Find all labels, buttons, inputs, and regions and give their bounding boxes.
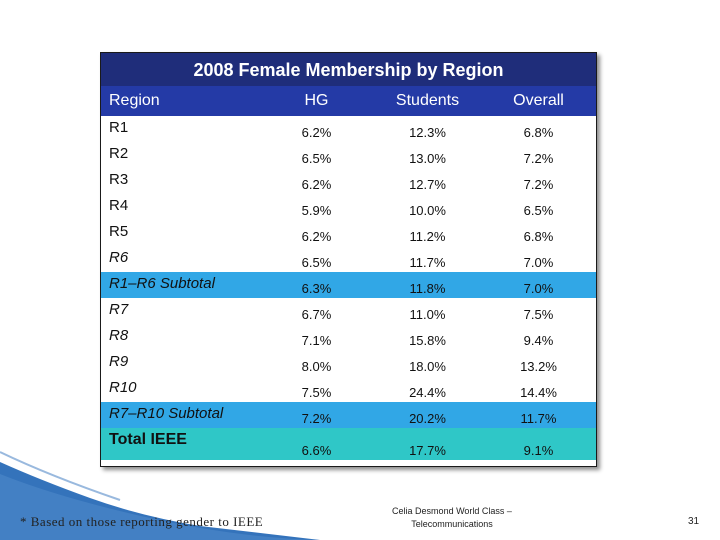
region-cell: R6 xyxy=(109,249,129,266)
footnote: * Based on those reporting gender to IEE… xyxy=(20,514,264,529)
hg-cell: 6.2% xyxy=(301,177,332,192)
hg-cell: 6.2% xyxy=(301,229,332,244)
overall-cell: 7.2% xyxy=(523,177,554,192)
region-cell: R1 xyxy=(109,119,129,136)
table-row: R10 7.5% 24.4% 14.4% xyxy=(101,376,596,402)
overall-cell: 7.0% xyxy=(523,281,554,296)
overall-cell: 9.1% xyxy=(523,443,554,458)
overall-cell: 9.4% xyxy=(523,333,554,348)
subtotal-row: R7–R10 Subtotal 7.2% 20.2% 11.7% xyxy=(101,402,596,428)
region-cell: Total IEEE xyxy=(109,431,187,448)
table-header-row: Region HG Students Overall xyxy=(101,86,596,116)
header-hg: HG xyxy=(304,92,329,109)
overall-cell: 11.7% xyxy=(520,411,557,426)
students-cell: 10.0% xyxy=(409,203,446,218)
region-cell: R10 xyxy=(109,379,137,396)
table-title: 2008 Female Membership by Region xyxy=(101,53,596,86)
table-row: R4 5.9% 10.0% 6.5% xyxy=(101,194,596,220)
hg-cell: 6.3% xyxy=(301,281,332,296)
overall-cell: 7.0% xyxy=(523,255,554,270)
students-cell: 12.3% xyxy=(409,125,446,140)
subtotal-row: R1–R6 Subtotal 6.3% 11.8% 7.0% xyxy=(101,272,596,298)
overall-cell: 6.8% xyxy=(523,229,554,244)
header-overall: Overall xyxy=(513,92,564,109)
students-cell: 11.2% xyxy=(409,229,446,244)
hg-cell: 7.5% xyxy=(301,385,332,400)
students-cell: 18.0% xyxy=(409,359,446,374)
overall-cell: 6.5% xyxy=(523,203,554,218)
overall-cell: 7.2% xyxy=(523,151,554,166)
header-region: Region xyxy=(109,92,160,109)
hg-cell: 6.2% xyxy=(301,125,332,140)
table-row: R6 6.5% 11.7% 7.0% xyxy=(101,246,596,272)
students-cell: 12.7% xyxy=(409,177,446,192)
table-row: R9 8.0% 18.0% 13.2% xyxy=(101,350,596,376)
hg-cell: 7.2% xyxy=(301,411,332,426)
table-row: R1 6.2% 12.3% 6.8% xyxy=(101,116,596,142)
credit-line-2: Telecommunications xyxy=(411,519,493,529)
hg-cell: 5.9% xyxy=(301,203,332,218)
slide-number: 31 xyxy=(688,516,700,527)
overall-cell: 14.4% xyxy=(520,385,557,400)
students-cell: 13.0% xyxy=(409,151,446,166)
overall-cell: 13.2% xyxy=(520,359,557,374)
table-row: R3 6.2% 12.7% 7.2% xyxy=(101,168,596,194)
table-row: R5 6.2% 11.2% 6.8% xyxy=(101,220,596,246)
students-cell: 15.8% xyxy=(409,333,446,348)
region-cell: R7 xyxy=(109,301,129,318)
presenter-credit: Celia Desmond World Class – Telecommunic… xyxy=(372,505,532,531)
table-row: R7 6.7% 11.0% 7.5% xyxy=(101,298,596,324)
region-cell: R2 xyxy=(109,145,129,162)
table-row: R8 7.1% 15.8% 9.4% xyxy=(101,324,596,350)
students-cell: 11.8% xyxy=(409,281,446,296)
hg-cell: 6.5% xyxy=(301,151,332,166)
region-cell: R3 xyxy=(109,171,129,188)
students-cell: 11.0% xyxy=(409,307,446,322)
region-cell: R9 xyxy=(109,353,129,370)
region-cell: R4 xyxy=(109,197,129,214)
students-cell: 17.7% xyxy=(409,443,446,458)
hg-cell: 7.1% xyxy=(301,333,332,348)
corner-swoosh-decoration xyxy=(0,451,320,540)
membership-table: 2008 Female Membership by Region Region … xyxy=(100,52,597,467)
region-cell: R1–R6 Subtotal xyxy=(109,275,215,292)
hg-cell: 6.7% xyxy=(301,307,332,322)
hg-cell: 8.0% xyxy=(301,359,332,374)
hg-cell: 6.5% xyxy=(301,255,332,270)
table-row: R2 6.5% 13.0% 7.2% xyxy=(101,142,596,168)
overall-cell: 7.5% xyxy=(523,307,554,322)
total-row: Total IEEE 6.6% 17.7% 9.1% xyxy=(101,428,596,460)
region-cell: R8 xyxy=(109,327,129,344)
students-cell: 24.4% xyxy=(409,385,446,400)
students-cell: 11.7% xyxy=(409,255,446,270)
region-cell: R7–R10 Subtotal xyxy=(109,405,224,422)
overall-cell: 6.8% xyxy=(523,125,554,140)
students-cell: 20.2% xyxy=(409,411,446,426)
region-cell: R5 xyxy=(109,223,129,240)
header-students: Students xyxy=(395,92,460,109)
credit-line-1: Celia Desmond World Class – xyxy=(392,506,512,516)
hg-cell: 6.6% xyxy=(301,443,332,458)
